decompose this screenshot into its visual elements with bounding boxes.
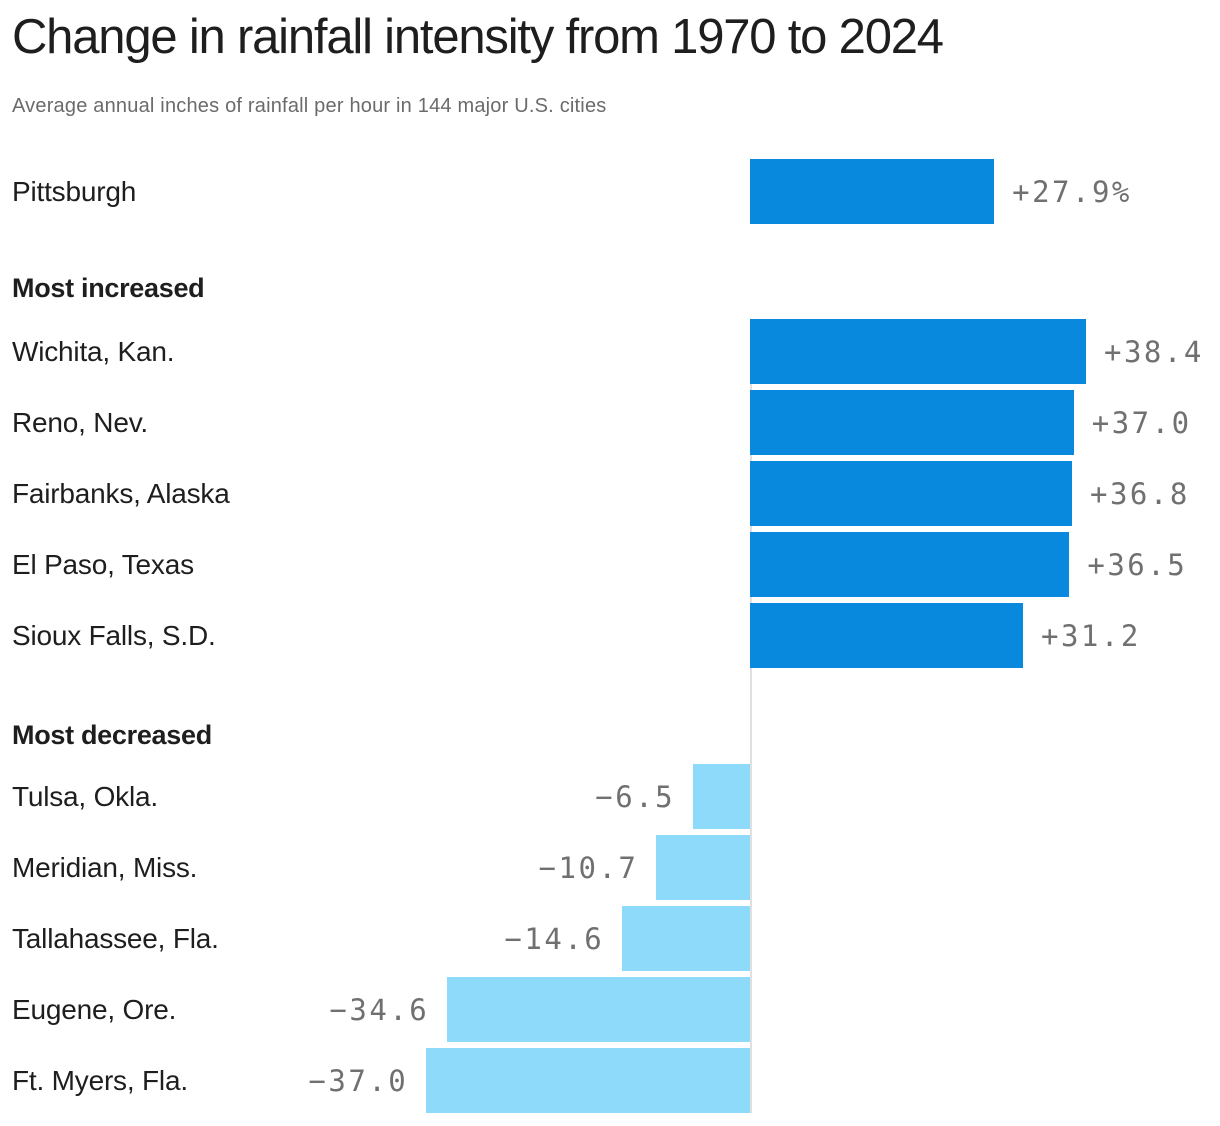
value-label-meridian-miss: −10.7 bbox=[538, 850, 639, 885]
bar-fairbanks-alaska bbox=[750, 461, 1072, 526]
city-label-tulsa-okla: Tulsa, Okla. bbox=[12, 780, 158, 812]
bar-row-reno-nev: Reno, Nev. +37.0 bbox=[0, 390, 1220, 455]
city-label-meridian-miss: Meridian, Miss. bbox=[12, 851, 198, 883]
bar-row-tulsa-okla: Tulsa, Okla. −6.5 bbox=[0, 764, 1220, 829]
value-label-sioux-falls-s-d: +31.2 bbox=[1041, 618, 1141, 653]
value-label-ft-myers-fla: −37.0 bbox=[308, 1063, 409, 1098]
page-title: Change in rainfall intensity from 1970 t… bbox=[12, 10, 944, 64]
bar-reno-nev bbox=[750, 390, 1074, 455]
bar-row-fairbanks-alaska: Fairbanks, Alaska +36.8 bbox=[0, 461, 1220, 526]
city-label-sioux-falls-s-d: Sioux Falls, S.D. bbox=[12, 619, 216, 651]
bar-sioux-falls-s-d bbox=[750, 603, 1023, 668]
bar-pittsburgh bbox=[750, 159, 995, 224]
bar-ft-myers-fla bbox=[426, 1048, 750, 1113]
value-label-eugene-ore: −34.6 bbox=[329, 992, 430, 1027]
bar-el-paso-texas bbox=[750, 532, 1070, 597]
bar-eugene-ore bbox=[447, 977, 750, 1042]
city-label-reno-nev: Reno, Nev. bbox=[12, 406, 148, 438]
zero-baseline bbox=[750, 319, 752, 1113]
bar-tallahassee-fla bbox=[622, 906, 750, 971]
bar-meridian-miss bbox=[656, 835, 750, 900]
bar-row-tallahassee-fla: Tallahassee, Fla. −14.6 bbox=[0, 906, 1220, 971]
value-label-wichita-kan: +38.4 bbox=[1104, 334, 1204, 369]
value-label-reno-nev: +37.0 bbox=[1091, 405, 1192, 440]
city-label-fairbanks-alaska: Fairbanks, Alaska bbox=[12, 477, 230, 509]
section-header-most-increased: Most increased bbox=[12, 273, 205, 303]
page-subtitle: Average annual inches of rainfall per ho… bbox=[12, 95, 607, 117]
value-label-fairbanks-alaska: +36.8 bbox=[1090, 476, 1190, 511]
city-label-eugene-ore: Eugene, Ore. bbox=[12, 993, 177, 1025]
value-label-tallahassee-fla: −14.6 bbox=[504, 921, 605, 956]
bar-tulsa-okla bbox=[693, 764, 750, 829]
bar-row-sioux-falls-s-d: Sioux Falls, S.D. +31.2 bbox=[0, 603, 1220, 668]
value-label-pittsburgh: +27.9% bbox=[1012, 174, 1132, 209]
bar-row-eugene-ore: Eugene, Ore. −34.6 bbox=[0, 977, 1220, 1042]
bar-row-pittsburgh: Pittsburgh +27.9% bbox=[0, 159, 1220, 224]
value-label-el-paso-texas: +36.5 bbox=[1087, 547, 1188, 582]
section-header-most-decreased: Most decreased bbox=[12, 720, 212, 750]
city-label-wichita-kan: Wichita, Kan. bbox=[12, 335, 175, 367]
city-label-el-paso-texas: El Paso, Texas bbox=[12, 548, 194, 580]
bar-row-ft-myers-fla: Ft. Myers, Fla. −37.0 bbox=[0, 1048, 1220, 1113]
bar-row-el-paso-texas: El Paso, Texas +36.5 bbox=[0, 532, 1220, 597]
bar-row-meridian-miss: Meridian, Miss. −10.7 bbox=[0, 835, 1220, 900]
bar-row-wichita-kan: Wichita, Kan. +38.4 bbox=[0, 319, 1220, 384]
bar-wichita-kan bbox=[750, 319, 1086, 384]
city-label-pittsburgh: Pittsburgh bbox=[12, 175, 137, 207]
city-label-ft-myers-fla: Ft. Myers, Fla. bbox=[12, 1064, 188, 1096]
value-label-tulsa-okla: −6.5 bbox=[595, 779, 676, 814]
city-label-tallahassee-fla: Tallahassee, Fla. bbox=[12, 922, 219, 954]
